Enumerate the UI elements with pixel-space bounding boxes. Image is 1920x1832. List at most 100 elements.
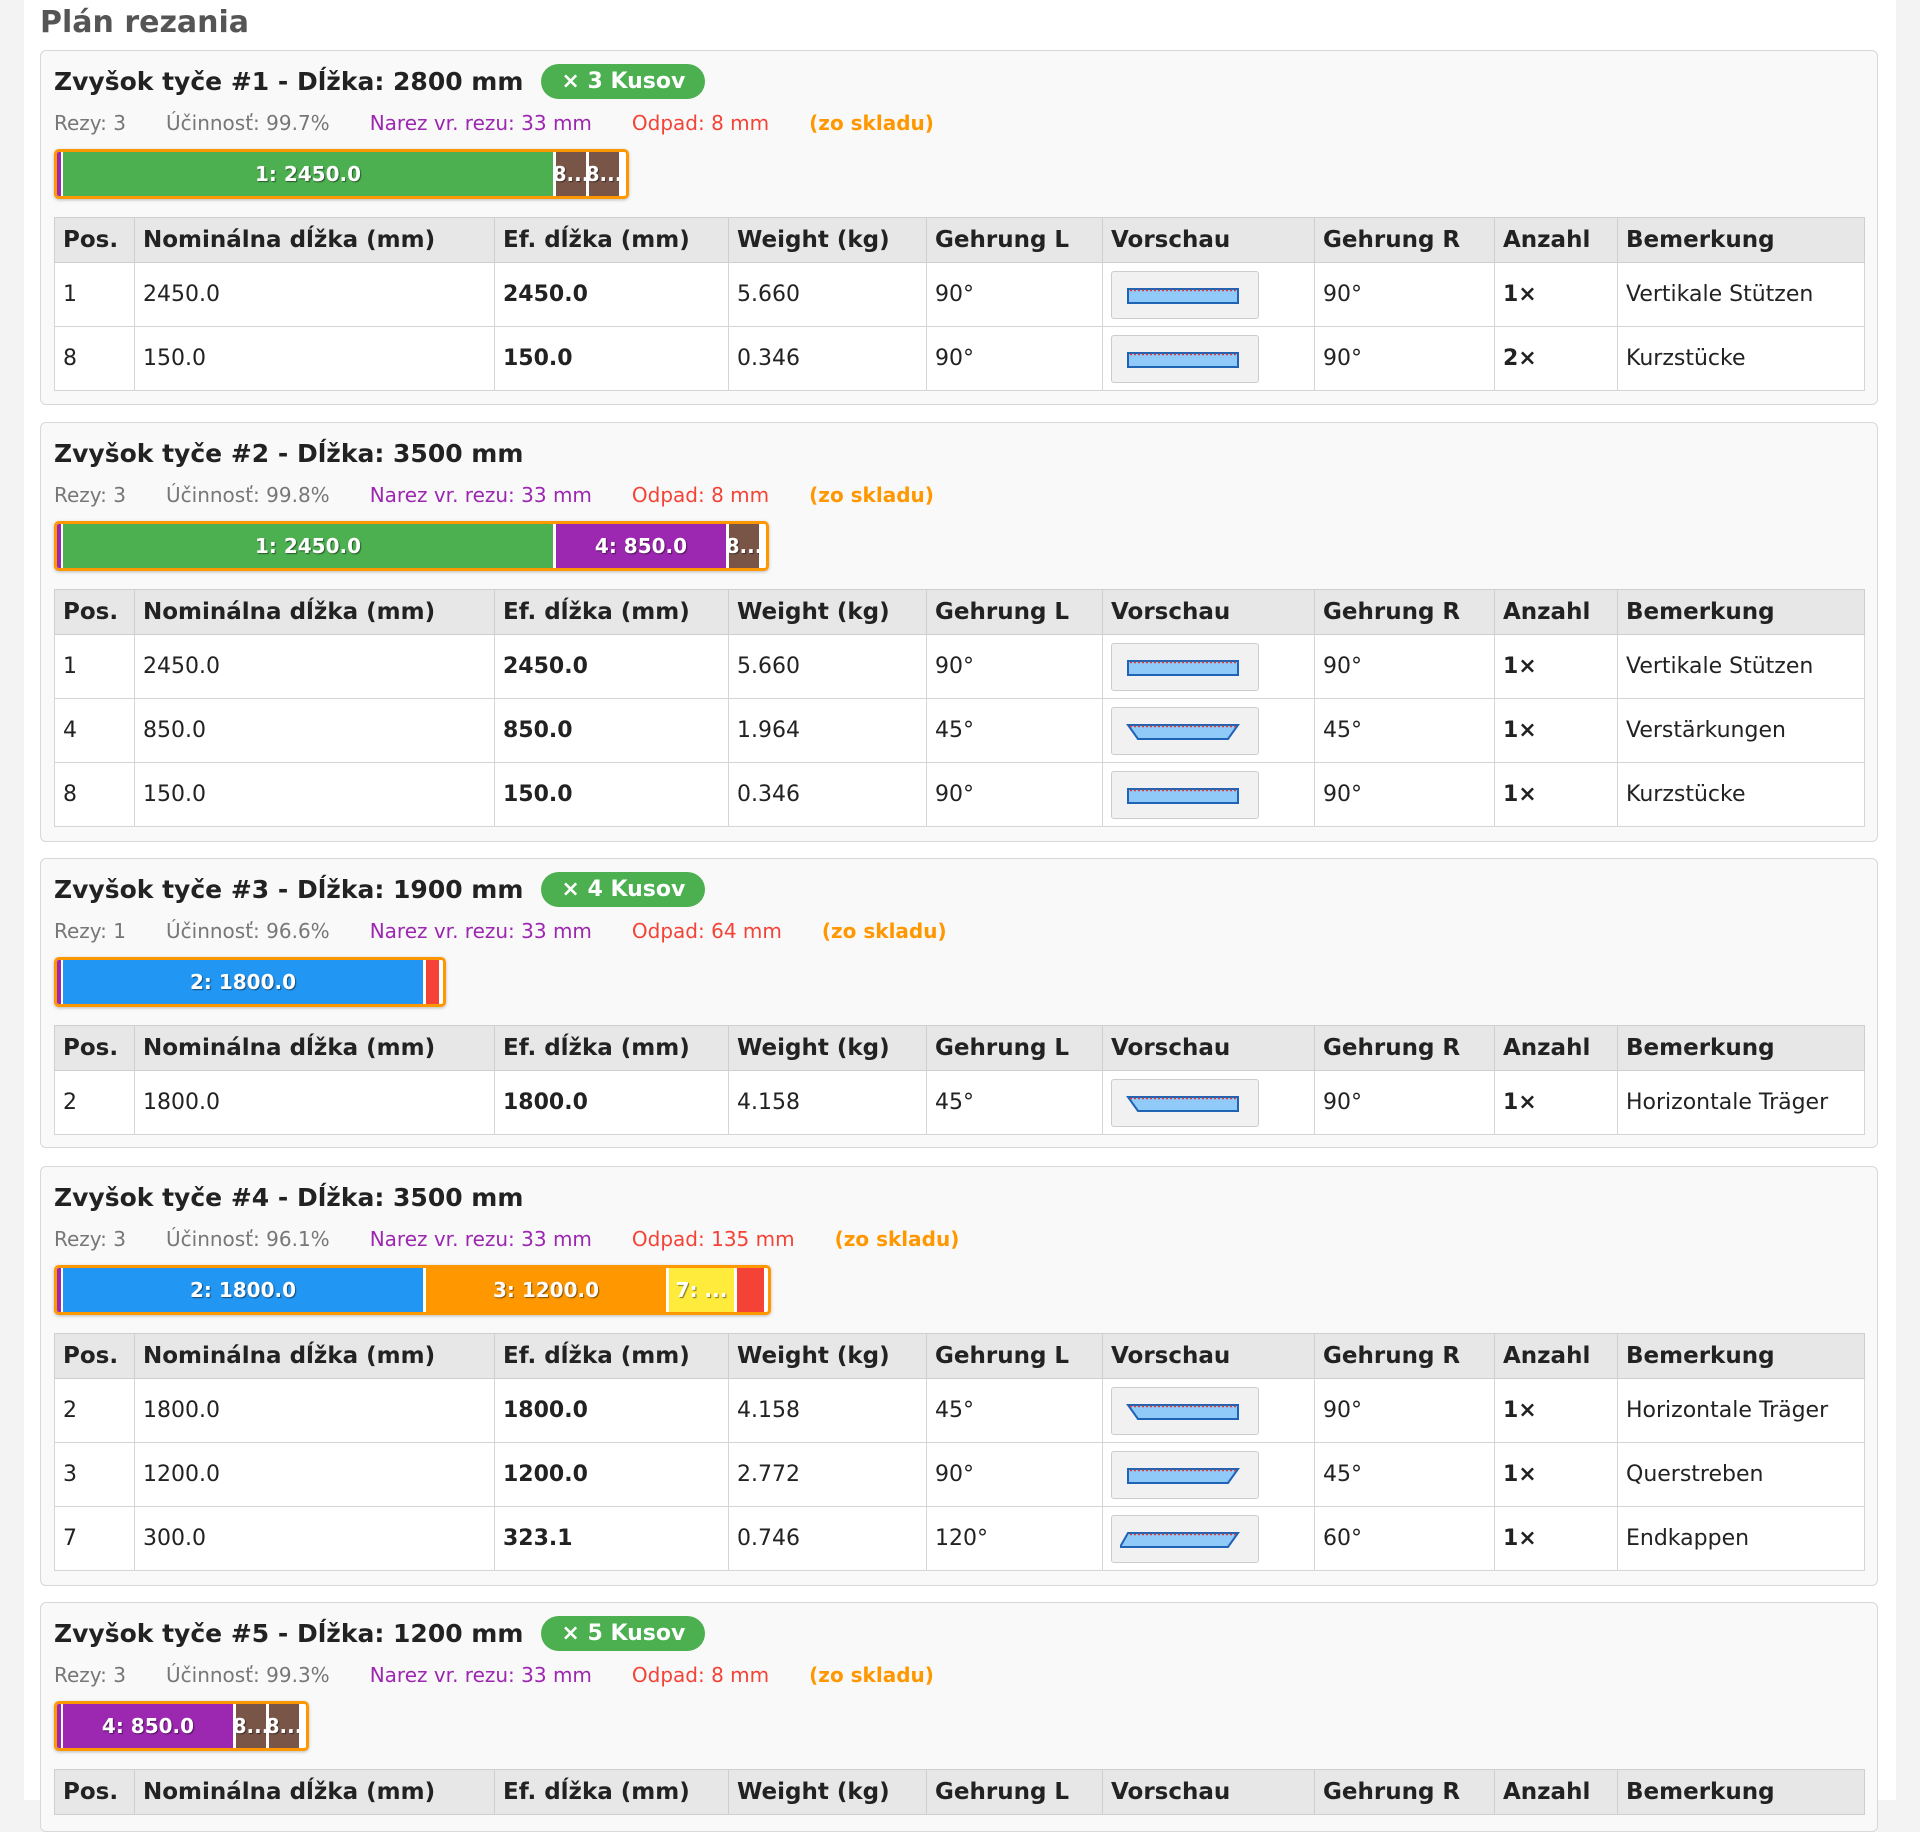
cell-preview <box>1102 634 1315 699</box>
bar-segment[interactable]: 3: 1200.0 <box>426 1268 666 1312</box>
bar-segment[interactable]: 8... <box>589 152 619 196</box>
parts-table: Pos. Nominálna dĺžka (mm) Ef. dĺžka (mm) We… <box>54 1333 1865 1571</box>
column-header: Pos. <box>54 1333 135 1379</box>
profile-preview-icon <box>1126 723 1240 740</box>
stat-from-stock: (zo skladu) <box>809 111 934 135</box>
table-row: 3 1200.0 1200.0 2.772 90° 45° 1× Querstreben <box>54 1442 1865 1507</box>
page-title: Plán rezania <box>40 5 250 40</box>
column-header: Weight (kg) <box>728 589 927 635</box>
bar-card: Zvyšok tyče #3 - Dĺžka: 1900 mm × 4 Kusov… <box>40 858 1878 1148</box>
column-header: Nominálna dĺžka (mm) <box>134 1769 495 1815</box>
profile-preview <box>1111 1450 1259 1499</box>
column-header: Anzahl <box>1494 1769 1618 1815</box>
profile-preview <box>1111 642 1259 691</box>
cell-count: 1× <box>1494 1506 1618 1571</box>
table-row: 8 150.0 150.0 0.346 90° 90° 2× Kurzstücke <box>54 326 1865 391</box>
card-header: Zvyšok tyče #1 - Dĺžka: 2800 mm × 3 Kusov <box>54 59 706 103</box>
cell-preview <box>1102 326 1315 391</box>
cell-weight: 4.158 <box>728 1378 927 1443</box>
column-header: Gehrung R <box>1314 217 1495 263</box>
bar-visualization: 1: 2450.04: 850.08... <box>54 521 769 571</box>
card-header: Zvyšok tyče #3 - Dĺžka: 1900 mm × 4 Kusov <box>54 867 706 911</box>
cell-note: Vertikale Stützen <box>1617 634 1865 699</box>
bar-segment[interactable]: 8... <box>236 1704 266 1748</box>
column-header: Anzahl <box>1494 1025 1618 1071</box>
card-header: Zvyšok tyče #2 - Dĺžka: 3500 mm <box>54 431 523 475</box>
table-row: 2 1800.0 1800.0 4.158 45° 90° 1× Horizontale Tr… <box>54 1070 1865 1135</box>
profile-preview <box>1111 1514 1259 1563</box>
cell-note: Verstärkungen <box>1617 698 1865 763</box>
cell-count: 1× <box>1494 1378 1618 1443</box>
bar-card: Zvyšok tyče #1 - Dĺžka: 2800 mm × 3 Kusov… <box>40 50 1878 405</box>
cell-weight: 0.746 <box>728 1506 927 1571</box>
stat-waste: Odpad: 135 mm <box>631 1227 795 1251</box>
bar-start-marker <box>57 1704 61 1748</box>
column-header: Weight (kg) <box>728 217 927 263</box>
cell-weight: 1.964 <box>728 698 927 763</box>
cell-miter-left: 120° <box>926 1506 1103 1571</box>
column-header: Bemerkung <box>1617 1025 1865 1071</box>
card-header: Zvyšok tyče #5 - Dĺžka: 1200 mm × 5 Kusov <box>54 1611 706 1655</box>
column-header: Vorschau <box>1102 1333 1315 1379</box>
cell-miter-right: 90° <box>1314 762 1495 827</box>
bar-start-marker <box>57 524 61 568</box>
profile-preview <box>1111 334 1259 383</box>
column-header: Gehrung L <box>926 217 1103 263</box>
cell-effective-length: 1800.0 <box>494 1378 729 1443</box>
column-header: Vorschau <box>1102 1769 1315 1815</box>
table-header-row: Pos. Nominálna dĺžka (mm) Ef. dĺžka (mm) We… <box>54 1333 1865 1379</box>
column-header: Ef. dĺžka (mm) <box>494 589 729 635</box>
stat-efficiency: Účinnosť: 96.1% <box>166 1227 330 1251</box>
column-header: Vorschau <box>1102 1025 1315 1071</box>
bar-segment[interactable]: 4: 850.0 <box>63 1704 233 1748</box>
column-header: Gehrung L <box>926 589 1103 635</box>
bar-segment[interactable]: 2: 1800.0 <box>63 1268 423 1312</box>
stat-cuts: Rezy: 3 <box>54 1227 127 1251</box>
cell-weight: 4.158 <box>728 1070 927 1135</box>
stat-efficiency: Účinnosť: 99.8% <box>166 483 330 507</box>
cell-position: 8 <box>54 762 135 827</box>
cell-weight: 0.346 <box>728 762 927 827</box>
profile-preview <box>1111 1386 1259 1435</box>
stat-efficiency: Účinnosť: 99.3% <box>166 1663 330 1687</box>
bar-segment[interactable]: 2: 1800.0 <box>63 960 423 1004</box>
column-header: Ef. dĺžka (mm) <box>494 1769 729 1815</box>
bar-segment[interactable]: 8... <box>556 152 586 196</box>
cell-position: 7 <box>54 1506 135 1571</box>
bar-start-marker <box>57 152 61 196</box>
cell-count: 1× <box>1494 698 1618 763</box>
table-header-row: Pos. Nominálna dĺžka (mm) Ef. dĺžka (mm) We… <box>54 1025 1865 1071</box>
bar-segment[interactable]: 4: 850.0 <box>556 524 726 568</box>
cell-preview <box>1102 1378 1315 1443</box>
column-header: Ef. dĺžka (mm) <box>494 1333 729 1379</box>
column-header: Vorschau <box>1102 589 1315 635</box>
stat-efficiency: Účinnosť: 99.7% <box>166 111 330 135</box>
column-header: Ef. dĺžka (mm) <box>494 1025 729 1071</box>
cell-preview <box>1102 262 1315 327</box>
bar-waste-segment <box>426 960 439 1004</box>
bar-visualization: 2: 1800.0 <box>54 957 446 1007</box>
column-header: Pos. <box>54 217 135 263</box>
cell-nominal-length: 850.0 <box>134 698 495 763</box>
cell-weight: 0.346 <box>728 326 927 391</box>
cell-miter-right: 90° <box>1314 1070 1495 1135</box>
cell-nominal-length: 150.0 <box>134 762 495 827</box>
cell-effective-length: 150.0 <box>494 326 729 391</box>
bar-segment[interactable]: 8... <box>269 1704 299 1748</box>
profile-preview-icon <box>1126 1403 1239 1420</box>
cell-note: Querstreben <box>1617 1442 1865 1507</box>
bar-segment[interactable]: 1: 2450.0 <box>63 524 553 568</box>
profile-preview-icon <box>1127 351 1239 368</box>
bar-segment[interactable]: 8... <box>729 524 759 568</box>
cell-nominal-length: 2450.0 <box>134 634 495 699</box>
cell-position: 4 <box>54 698 135 763</box>
parts-table: Pos. Nominálna dĺžka (mm) Ef. dĺžka (mm) We… <box>54 1769 1865 1815</box>
table-header-row: Pos. Nominálna dĺžka (mm) Ef. dĺžka (mm) We… <box>54 217 1865 263</box>
column-header: Pos. <box>54 589 135 635</box>
bar-segment[interactable]: 1: 2450.0 <box>63 152 553 196</box>
column-header: Pos. <box>54 1025 135 1071</box>
cutting-plan-page: Plán rezania Zvyšok tyče #1 - Dĺžka: 280… <box>24 0 1896 1832</box>
profile-preview-icon <box>1127 659 1239 676</box>
bar-segment[interactable]: 7: ... <box>669 1268 734 1312</box>
table-row: 2 1800.0 1800.0 4.158 45° 90° 1× Horizontale Tr… <box>54 1378 1865 1443</box>
